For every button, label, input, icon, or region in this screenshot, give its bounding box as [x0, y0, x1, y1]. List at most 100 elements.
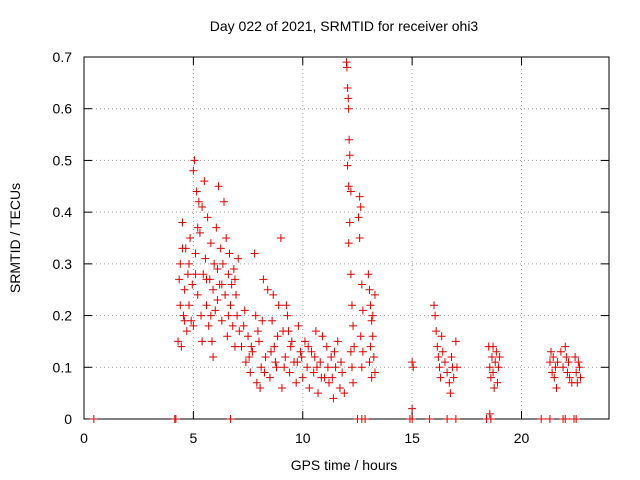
data-point	[485, 363, 494, 372]
data-point	[176, 301, 185, 310]
data-point	[550, 373, 559, 382]
data-point	[230, 275, 239, 284]
data-point	[280, 363, 289, 372]
data-point	[192, 187, 201, 196]
data-point	[183, 270, 192, 279]
data-point	[335, 383, 344, 392]
data-point	[241, 358, 250, 367]
data-point	[485, 409, 494, 418]
data-point	[223, 332, 232, 341]
data-point	[193, 223, 202, 232]
data-point	[259, 275, 268, 284]
data-point	[408, 358, 417, 367]
y-tick-label: 0.2	[53, 308, 73, 324]
data-point	[217, 280, 226, 289]
data-point	[349, 378, 358, 387]
data-point	[246, 368, 255, 377]
data-point	[357, 363, 366, 372]
data-point	[490, 383, 499, 392]
data-point	[191, 249, 200, 258]
data-point	[438, 347, 447, 356]
data-point	[451, 415, 460, 423]
y-axis-label: SRMTID / TECUs	[7, 183, 23, 293]
data-point	[436, 373, 445, 382]
data-point	[234, 254, 243, 263]
data-point	[350, 342, 359, 351]
data-point	[209, 285, 218, 294]
data-point	[178, 244, 187, 253]
data-point	[368, 332, 377, 341]
data-point	[487, 352, 496, 361]
x-tick-label: 15	[404, 430, 420, 446]
data-point	[349, 321, 358, 330]
x-tick-label: 10	[295, 430, 311, 446]
data-point	[368, 311, 377, 320]
data-point	[285, 368, 294, 377]
data-point	[443, 368, 452, 377]
data-point	[311, 327, 320, 336]
y-tick-label: 0.7	[53, 49, 73, 65]
data-point	[344, 182, 353, 191]
data-point	[195, 228, 204, 237]
data-point	[447, 352, 456, 361]
data-point	[537, 415, 546, 423]
data-point	[437, 332, 446, 341]
y-tick-label: 0.3	[53, 256, 73, 272]
data-point	[329, 394, 338, 403]
data-point	[553, 358, 562, 367]
data-point	[434, 352, 443, 361]
data-point	[197, 311, 206, 320]
data-point	[253, 327, 262, 336]
data-point	[206, 311, 215, 320]
data-point	[571, 352, 580, 361]
data-point	[364, 270, 373, 279]
data-point	[171, 415, 180, 423]
data-point	[367, 373, 376, 382]
x-tick-label: 20	[514, 430, 530, 446]
data-point	[575, 363, 584, 372]
data-point	[303, 363, 312, 372]
data-point	[89, 415, 98, 423]
data-point	[440, 358, 449, 367]
data-point	[342, 63, 351, 72]
data-point	[274, 301, 283, 310]
data-point	[213, 265, 222, 274]
data-point	[176, 259, 185, 268]
data-point	[185, 259, 193, 268]
data-point	[260, 368, 269, 377]
y-tick-label: 0.1	[53, 359, 73, 375]
data-point	[337, 358, 346, 367]
data-point	[316, 358, 325, 367]
data-point	[340, 389, 349, 398]
data-point	[562, 352, 571, 361]
data-point	[344, 104, 353, 113]
data-point	[257, 363, 266, 372]
data-point	[202, 275, 211, 284]
data-point	[552, 383, 561, 392]
data-point	[189, 321, 198, 330]
data-point	[361, 415, 370, 423]
data-point	[345, 218, 354, 227]
data-point	[545, 358, 554, 367]
data-point	[355, 192, 364, 201]
y-tick-label: 0.6	[53, 101, 73, 117]
data-point	[425, 415, 434, 423]
data-point	[346, 270, 355, 279]
data-point	[432, 327, 441, 336]
chart-title: Day 022 of 2021, SRMTID for receiver ohi…	[210, 18, 479, 34]
x-tick-label: 0	[80, 430, 88, 446]
data-point	[286, 342, 295, 351]
data-point	[345, 135, 354, 144]
data-point	[300, 337, 309, 346]
data-point	[204, 321, 213, 330]
grid-lines	[84, 57, 609, 419]
data-point	[565, 373, 574, 382]
data-point	[445, 378, 454, 387]
data-point	[338, 368, 347, 377]
data-point	[180, 285, 189, 294]
data-point	[322, 342, 331, 351]
data-point	[229, 265, 238, 274]
data-point	[248, 347, 257, 356]
data-point	[331, 363, 340, 372]
